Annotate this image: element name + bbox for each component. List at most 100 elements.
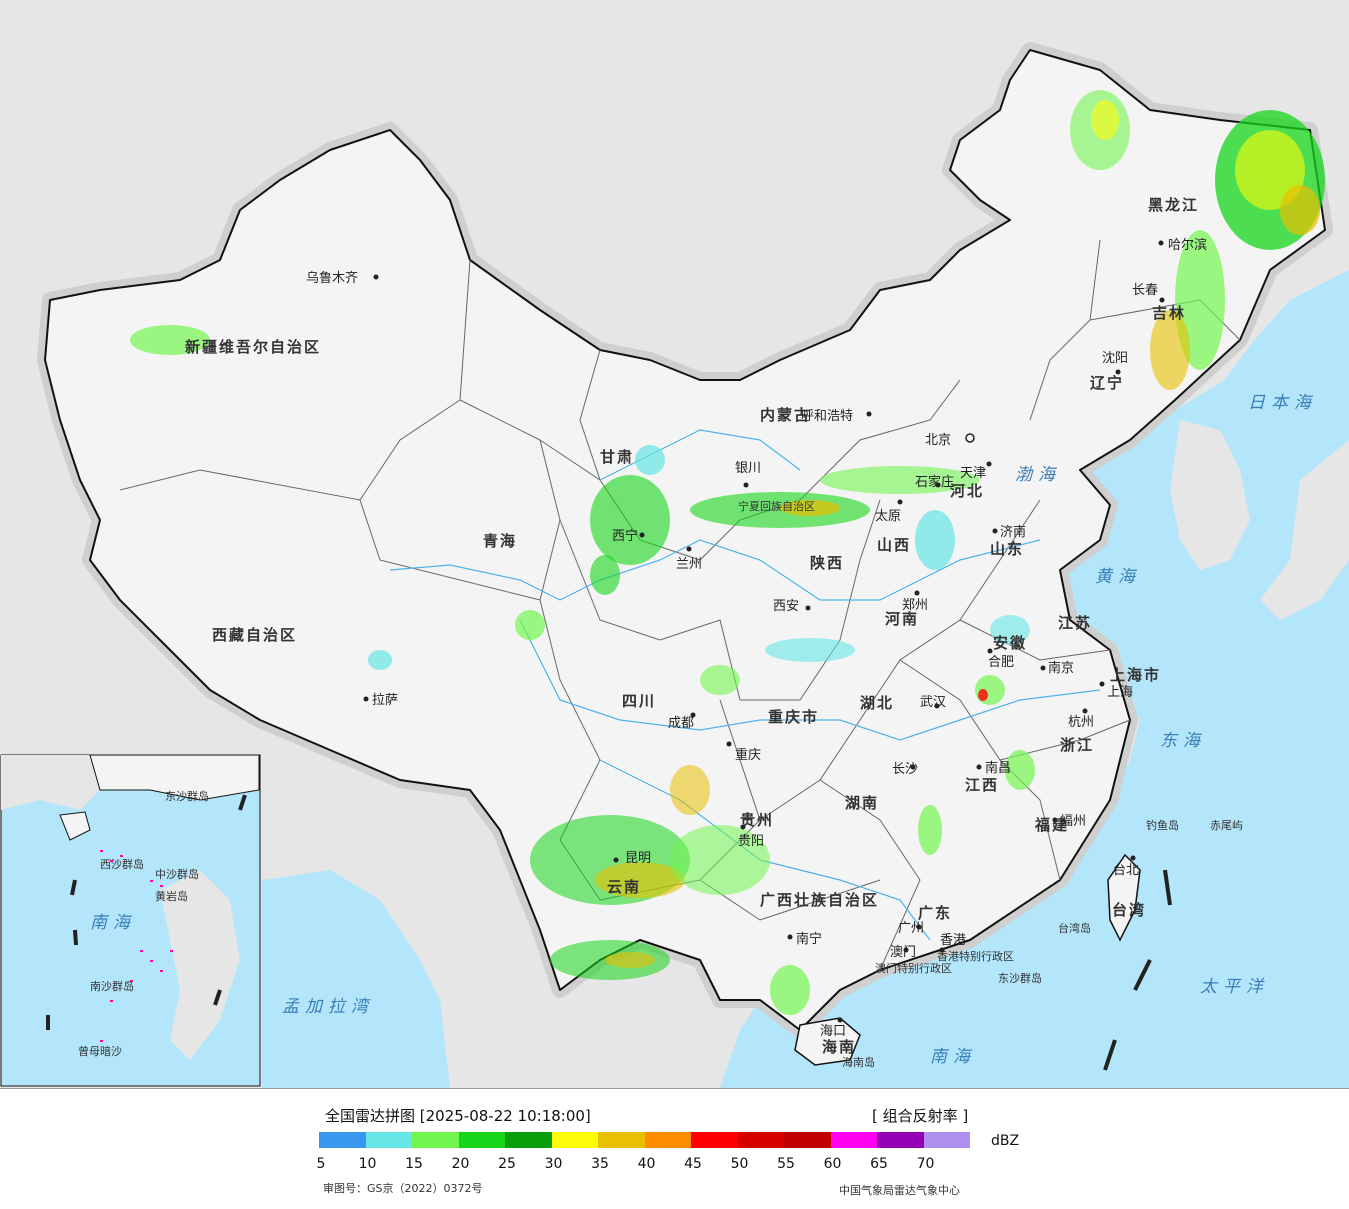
bay-of-bengal [262,870,450,1088]
city-hohhot: 呼和浩特 [801,409,853,424]
city-markers [363,240,1165,1023]
legend-tick-label: 35 [591,1156,609,1172]
echo-southwest [530,638,855,1015]
legend-tick-label: 70 [916,1156,935,1172]
radar-map[interactable]: 南海 西沙群岛 中沙群岛 南沙群岛 黄岩岛 曾母暗沙 东沙群岛 新疆维吾尔自治区… [0,0,1349,1088]
legend-swatch [319,1132,366,1148]
echo-qinghai-gansu [590,445,670,595]
sea-pacific: 太平洋 [1200,977,1269,997]
legend-tick-label: 30 [544,1156,563,1172]
city-fuzhou: 福州 [1060,814,1086,829]
city-shanghai: 上海 [1107,685,1133,700]
inset-label-pratas: 东沙群岛 [165,789,209,803]
province-hainan: 海南 [822,1038,856,1056]
city-wuhan: 武汉 [920,695,946,710]
legend-swatch [412,1132,459,1148]
city-nanjing: 南京 [1048,660,1074,676]
sea-east: 东海 [1160,731,1206,751]
review-number: 审图号：GS京（2022）0372号 [323,1182,483,1195]
city-hongkong: 香港 [940,933,966,948]
city-nanchang: 南昌 [985,760,1011,776]
legend-swatch [923,1132,970,1148]
province-gansu: 甘肃 [600,448,634,466]
legend-tick-label: 60 [823,1156,842,1172]
city-shenyang: 沈阳 [1102,351,1128,366]
province-hubei: 湖北 [860,694,894,712]
city-kunming: 昆明 [625,851,651,866]
city-shijiazhuang: 石家庄 [915,474,954,490]
legend-color-bar [319,1132,970,1148]
legend-swatch [691,1132,738,1148]
inset-label-zengmu: 曾母暗沙 [78,1044,122,1058]
legend-tick-label: 65 [870,1156,888,1172]
inset-label-huangyan: 黄岩岛 [155,889,188,903]
taiwan-island [1107,853,1141,942]
province-jilin: 吉林 [1152,304,1186,322]
province-heilongjiang: 黑龙江 [1148,196,1199,214]
province-shanxi: 山西 [877,536,911,554]
city-haikou: 海口 [820,1024,846,1039]
province-hebei: 河北 [950,482,984,500]
island-chiwei: 赤尾屿 [1210,819,1243,832]
legend-tick-label: 50 [730,1156,749,1172]
city-chengdu: 成都 [668,716,694,731]
inset-label-macclesfield: 中沙群岛 [155,867,199,881]
legend-swatch [644,1132,691,1148]
city-xining: 西宁 [612,528,638,544]
city-beijing: 北京 [925,433,951,448]
echo-northeast [1070,90,1325,390]
china-land [44,49,1326,1031]
legend-tick-label: 45 [684,1156,702,1172]
province-neimenggu: 内蒙古 [760,406,811,424]
city-guangzhou: 广州 [898,921,924,936]
province-hunan: 湖南 [845,794,879,812]
city-nanning: 南宁 [796,931,822,947]
city-guiyang: 贵阳 [738,834,764,849]
legend-tick-label: 25 [498,1156,516,1172]
korea-peninsula [1170,420,1250,570]
province-shandong: 山东 [990,540,1024,558]
island-dongsha: 东沙群岛 [998,971,1042,985]
province-guangdong: 广东 [918,904,952,922]
city-changsha: 长沙 [892,762,918,777]
province-shaanxi: 陕西 [810,554,844,572]
province-anhui: 安徽 [993,634,1027,652]
echo-central-east [918,615,1035,855]
legend-tick-label: 20 [451,1156,470,1172]
legend-tick-label: 5 [316,1156,326,1172]
city-labels: 乌鲁木齐 拉萨 西宁 兰州 银川 呼和浩特 北京 天津 石家庄 太原 济南 郑州… [306,237,1207,1039]
legend-tick-label: 40 [637,1156,656,1172]
city-macao: 澳门 [890,944,916,960]
province-labels: 新疆维吾尔自治区 西藏自治区 青海 甘肃 四川 云南 内蒙古 黑龙江 吉林 辽宁… [185,196,1199,1056]
sea-japan: 日本海 [1248,393,1317,413]
south-china-sea-inset: 南海 西沙群岛 中沙群岛 南沙群岛 黄岩岛 曾母暗沙 东沙群岛 [0,754,261,1087]
city-changchun: 长春 [1132,283,1158,298]
island-taiwan: 台湾岛 [1058,921,1091,935]
japan-land [1260,440,1349,620]
city-chongqing: 重庆 [735,747,761,763]
city-zhengzhou: 郑州 [902,598,928,613]
inset-label-paracel: 西沙群岛 [100,857,144,871]
legend-swatch [737,1132,784,1148]
province-fujian: 福建 [1034,816,1069,834]
echo-north-band [690,466,980,570]
sea-bengal: 孟加拉湾 [282,997,374,1017]
province-liaoning: 辽宁 [1090,374,1124,392]
agency-credit: 中国气象局雷达气象中心 [839,1184,960,1197]
legend-unit: dBZ [991,1133,1020,1149]
legend-swatch [505,1132,552,1148]
legend-swatch [830,1132,877,1148]
legend-swatch [365,1132,412,1148]
province-xizang: 西藏自治区 [212,626,297,644]
province-zhejiang: 浙江 [1060,736,1094,754]
city-hefei: 合肥 [988,655,1014,670]
radar-echoes [130,90,1325,1015]
city-taipei: 台北 [1113,863,1139,878]
city-yinchuan: 银川 [735,461,761,476]
inset-islands [100,850,173,1042]
city-taiyuan: 太原 [875,509,901,524]
province-jiangsu: 江苏 [1058,614,1092,632]
legend-swatch [551,1132,598,1148]
legend-tick-label: 15 [405,1156,423,1172]
province-shanghai: 上海市 [1110,666,1161,684]
